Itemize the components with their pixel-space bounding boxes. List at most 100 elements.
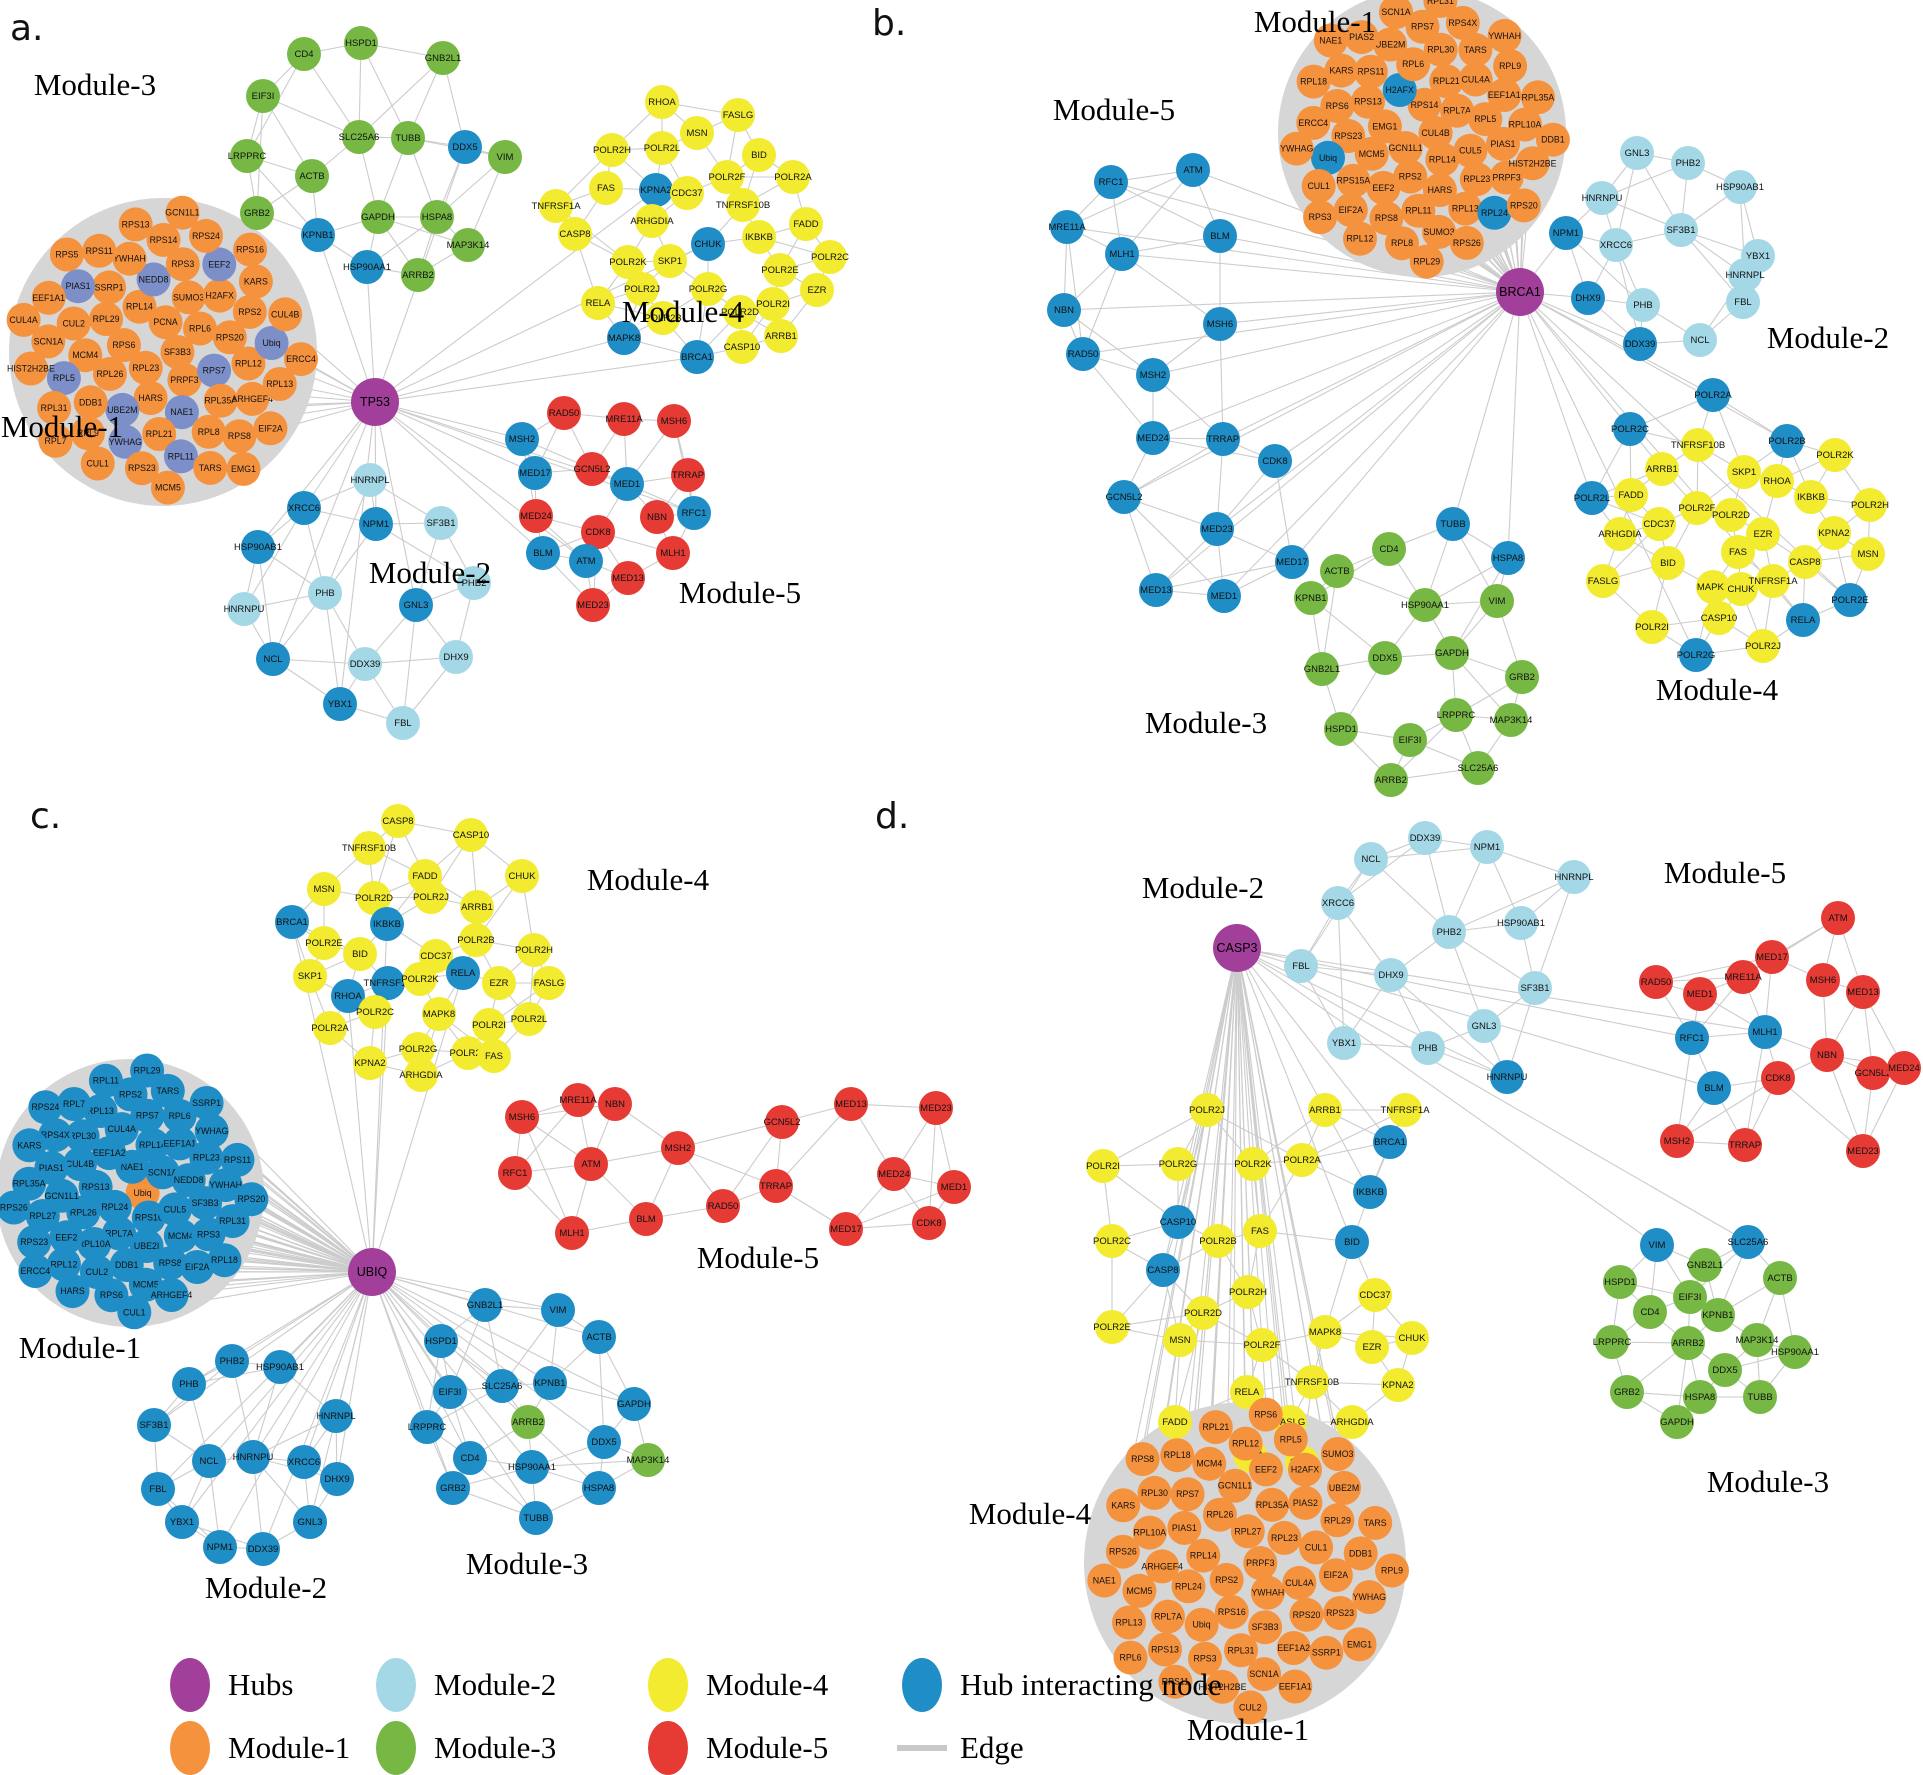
edge xyxy=(1236,947,1391,1143)
node-label-RPS16: RPS16 xyxy=(1218,1607,1246,1617)
node-label-CUL5: CUL5 xyxy=(1459,146,1482,156)
edge xyxy=(1174,1312,1204,1423)
node-YWHAG xyxy=(108,424,143,459)
node-label-RPS11: RPS11 xyxy=(224,1155,251,1165)
node-label-RPL8: RPL8 xyxy=(198,427,220,437)
node-label-TRRAP: TRRAP xyxy=(1207,434,1239,445)
node-label-PRPF3: PRPF3 xyxy=(1246,1558,1274,1568)
node-label-RPL5: RPL5 xyxy=(1280,1434,1302,1444)
edge xyxy=(374,401,523,440)
node-label-POLR2C: POLR2C xyxy=(811,252,849,263)
edge xyxy=(1082,253,1123,355)
node-GNB2L1 xyxy=(426,41,460,75)
node-label-RPL35A: RPL35A xyxy=(204,396,237,406)
node-RPL23 xyxy=(1459,162,1494,197)
node-label-RPS7: RPS7 xyxy=(1176,1489,1199,1499)
node-SLC25A6 xyxy=(1461,751,1495,785)
edge xyxy=(1370,858,1450,933)
node-label-GNB2L1: GNB2L1 xyxy=(467,1300,503,1311)
node-RPS20 xyxy=(1289,1597,1324,1632)
node-label-EZR: EZR xyxy=(490,978,509,989)
edge xyxy=(402,604,417,724)
node-SKP1 xyxy=(653,244,687,278)
node-POLR2B xyxy=(1201,1224,1235,1258)
node-label-MCM5: MCM5 xyxy=(1126,1586,1152,1596)
node-label-EEF2: EEF2 xyxy=(1372,183,1394,193)
node-RPS3 xyxy=(1303,200,1338,235)
node-label-POLR2L: POLR2L xyxy=(511,1014,547,1025)
node-H2AFX xyxy=(202,278,237,313)
node-label-SSRP1: SSRP1 xyxy=(1312,1648,1341,1658)
node-label-RELA: RELA xyxy=(1791,615,1816,626)
edge xyxy=(1274,291,1521,462)
node-label-RPS14: RPS14 xyxy=(1411,100,1439,110)
node-label-IKBKB: IKBKB xyxy=(745,232,773,243)
node-label-POLR2D: POLR2D xyxy=(721,307,759,318)
node-HNRNPU xyxy=(227,592,261,626)
hub-label-CASP3: CASP3 xyxy=(1217,941,1258,955)
node-label-ACTB: ACTB xyxy=(586,1332,611,1343)
node-label-GAPDH: GAPDH xyxy=(1435,648,1469,659)
node-RPL18 xyxy=(207,1243,242,1278)
edge xyxy=(371,1271,559,1311)
node-label-SKP1: SKP1 xyxy=(298,971,322,982)
node-CASP10 xyxy=(1161,1205,1195,1239)
node-label-GCN1L1: GCN1L1 xyxy=(1388,143,1422,153)
node-RPL24 xyxy=(1477,195,1512,230)
node-label-PIAS1: PIAS1 xyxy=(66,281,91,291)
node-HSP90AB1 xyxy=(263,1350,297,1384)
edge xyxy=(374,356,698,403)
node-H2AFX xyxy=(1288,1452,1322,1487)
node-KPNA2 xyxy=(1817,516,1851,550)
node-GCN5L2 xyxy=(1856,1056,1890,1090)
node-label-RFC1: RFC1 xyxy=(682,508,707,519)
legend-swatch-Module-1 xyxy=(170,1721,210,1775)
node-label-MAP3K14: MAP3K14 xyxy=(1490,715,1533,726)
node-label-POLR2H: POLR2H xyxy=(1229,1287,1267,1298)
node-CHUK xyxy=(1395,1321,1429,1355)
node-RPL29 xyxy=(89,302,124,336)
node-ERCC4 xyxy=(1296,105,1331,140)
edge xyxy=(1337,902,1345,1044)
module-label-b-Module-1: Module-1 xyxy=(1254,4,1376,39)
node-MED23 xyxy=(576,588,610,622)
node-PCNA xyxy=(148,305,183,340)
node-label-MED23: MED23 xyxy=(920,1103,952,1114)
node-GAPDH xyxy=(1660,1405,1694,1439)
node-label-RPL6: RPL6 xyxy=(1402,59,1424,69)
node-label-TNFRSF10B: TNFRSF10B xyxy=(1671,440,1725,451)
node-label-MED17: MED17 xyxy=(519,468,551,479)
node-EIF2A xyxy=(1318,1558,1353,1593)
node-POLR2K xyxy=(1818,438,1852,472)
node-label-Ubiq: Ubiq xyxy=(1319,153,1337,163)
node-RPS20 xyxy=(234,1182,269,1217)
node-NAE1 xyxy=(164,395,199,430)
node-label-CUL2: CUL2 xyxy=(1239,1702,1262,1712)
node-label-NCL: NCL xyxy=(1361,854,1380,865)
node-HNRNPU xyxy=(236,1440,270,1474)
node-label-RPL18: RPL18 xyxy=(211,1255,238,1265)
node-RPL12 xyxy=(231,346,266,381)
node-RPL29 xyxy=(130,1053,165,1088)
nodes-layer: CD4 HSPD1 GNB2L1 EIF3I SLC25A6 TUBB DDX5 VIM LRP… xyxy=(0,0,1921,1725)
node-label-ERCC4: ERCC4 xyxy=(20,1266,50,1276)
module-label-c-Module-3: Module-3 xyxy=(466,1546,588,1581)
node-NCL xyxy=(1683,323,1717,357)
panel-letter-c: c. xyxy=(30,796,61,837)
node-KPNB1 xyxy=(301,218,335,252)
node-label-RPL23: RPL23 xyxy=(1271,1533,1298,1543)
node-POLR2G xyxy=(1679,638,1713,672)
node-label-ACTB: ACTB xyxy=(299,171,324,182)
node-label-EIF2A: EIF2A xyxy=(1324,1570,1349,1580)
node-RPL23 xyxy=(189,1140,224,1175)
node-IKBKB xyxy=(1794,480,1828,514)
node-label-RPL7: RPL7 xyxy=(44,436,66,446)
node-RPL10A xyxy=(77,1227,112,1261)
node-RPL13 xyxy=(262,367,297,401)
node-RPL7A xyxy=(1440,93,1475,128)
node-EEF1A1 xyxy=(1487,78,1522,112)
node-label-PHB2: PHB2 xyxy=(462,578,487,589)
node-label-POLR2B: POLR2B xyxy=(644,313,682,324)
node-label-RPL35A: RPL35A xyxy=(1522,92,1555,102)
node-FASLG xyxy=(532,966,566,1000)
